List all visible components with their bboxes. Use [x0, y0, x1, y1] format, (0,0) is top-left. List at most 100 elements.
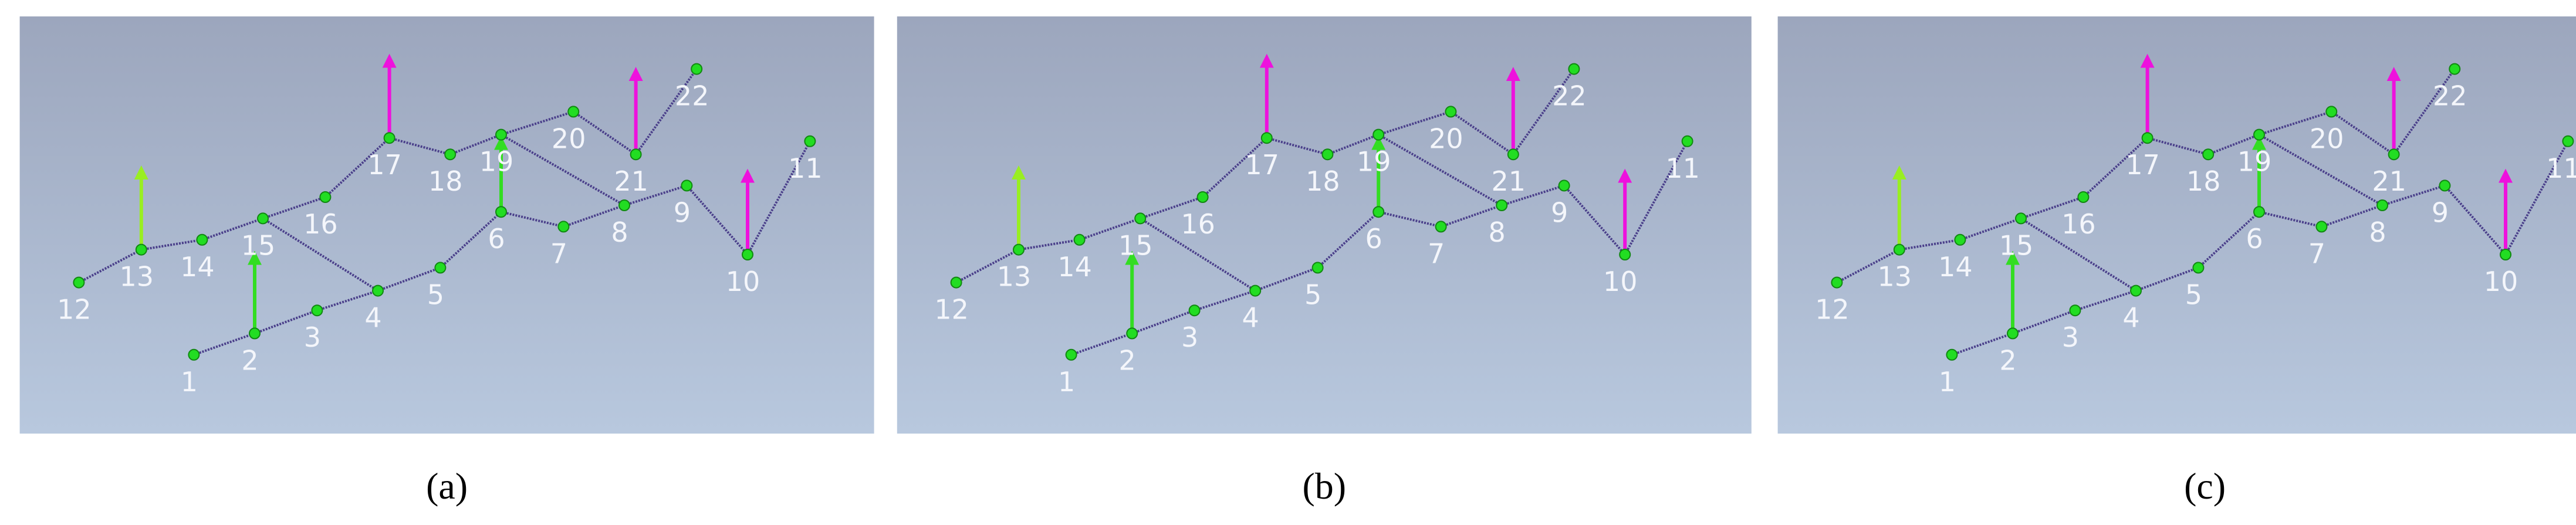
- node-label: 18: [1306, 165, 1340, 197]
- node: [257, 212, 269, 225]
- edge: [2504, 140, 2570, 255]
- node-label: 1: [181, 366, 198, 398]
- node: [618, 199, 630, 211]
- node-label: 6: [1365, 223, 1382, 255]
- node-label: 10: [2484, 266, 2518, 297]
- node-label: 9: [674, 197, 691, 228]
- node-label: 5: [1304, 279, 1321, 310]
- node-label: 8: [611, 216, 628, 248]
- edge: [2198, 211, 2260, 269]
- edge: [1131, 309, 1195, 335]
- edge: [1140, 217, 1256, 292]
- edge: [2259, 133, 2383, 206]
- node: [2141, 132, 2154, 144]
- edge: [1194, 289, 1256, 312]
- node-label: 22: [1552, 80, 1587, 112]
- edge: [262, 217, 379, 292]
- node: [567, 106, 580, 118]
- caption: (b): [1302, 465, 1346, 507]
- node-label: 3: [2062, 321, 2079, 353]
- edge: [2207, 133, 2260, 156]
- node-label: 17: [1245, 149, 1280, 181]
- node-label: 4: [2122, 302, 2139, 334]
- edge: [2012, 309, 2076, 335]
- node: [1435, 221, 1447, 233]
- node: [196, 233, 208, 246]
- edge: [1255, 266, 1319, 292]
- node: [1893, 243, 1905, 256]
- node-label: 10: [726, 266, 760, 297]
- node-label: 3: [1181, 321, 1198, 353]
- node: [2315, 221, 2328, 233]
- node: [1260, 132, 1273, 144]
- edge: [1899, 238, 1960, 251]
- node: [742, 249, 753, 260]
- node-label: 8: [1489, 216, 1506, 248]
- node: [2192, 262, 2205, 274]
- edge: [501, 110, 574, 136]
- edge: [624, 184, 688, 206]
- node-label: 20: [552, 123, 586, 154]
- caption: (a): [426, 465, 468, 507]
- node-label: 9: [2432, 197, 2449, 228]
- node-label: 19: [2237, 146, 2272, 178]
- node: [2500, 249, 2511, 260]
- edge: [2020, 217, 2137, 292]
- edge: [573, 110, 637, 155]
- edge: [1959, 217, 2021, 241]
- edge: [1140, 196, 1204, 220]
- edge: [1018, 238, 1080, 251]
- node: [1188, 304, 1201, 317]
- node-label: 20: [2310, 123, 2344, 154]
- node: [434, 262, 447, 274]
- edge: [1440, 204, 1502, 228]
- node: [1013, 243, 1025, 256]
- edge: [2020, 196, 2084, 220]
- edge: [501, 211, 564, 228]
- node: [2077, 191, 2090, 203]
- edge: [141, 238, 202, 251]
- node-label: 13: [1878, 261, 1912, 293]
- node: [444, 148, 457, 161]
- node: [372, 284, 384, 297]
- node-label: 20: [1429, 123, 1463, 154]
- edge: [1563, 185, 1626, 256]
- node-label: 16: [1181, 208, 1215, 240]
- edge: [1450, 110, 1514, 155]
- node: [2130, 284, 2142, 297]
- edge: [1951, 332, 2013, 356]
- node: [950, 276, 962, 289]
- node: [2015, 212, 2027, 225]
- node-label: 12: [1815, 294, 1850, 326]
- node-label: 11: [788, 153, 823, 184]
- node: [1445, 106, 1457, 118]
- node-label: 4: [1242, 302, 1259, 334]
- edge: [2321, 204, 2383, 228]
- node-label: 21: [1492, 165, 1526, 197]
- node-label: 16: [303, 208, 338, 240]
- edge: [1327, 133, 1379, 156]
- node-label: 19: [1357, 146, 1391, 178]
- node-label: 13: [997, 261, 1032, 293]
- edge: [501, 133, 625, 206]
- edge: [316, 289, 378, 312]
- node: [630, 148, 642, 161]
- node-label: 6: [488, 223, 505, 255]
- node-label: 11: [1665, 153, 1700, 184]
- node: [2388, 148, 2400, 161]
- node: [1073, 233, 1086, 246]
- node-label: 14: [1057, 251, 1092, 283]
- caption: (c): [2184, 465, 2226, 507]
- edge: [1266, 137, 1328, 156]
- node: [319, 191, 332, 203]
- node: [1681, 135, 1693, 147]
- panel-background: [897, 16, 1752, 434]
- node: [1619, 249, 1631, 260]
- node-label: 6: [2246, 223, 2263, 255]
- node: [2449, 63, 2461, 75]
- edge: [2135, 266, 2199, 292]
- node-label: 10: [1603, 266, 1638, 297]
- node: [2202, 148, 2215, 161]
- edge: [1317, 211, 1380, 269]
- edge: [262, 196, 326, 220]
